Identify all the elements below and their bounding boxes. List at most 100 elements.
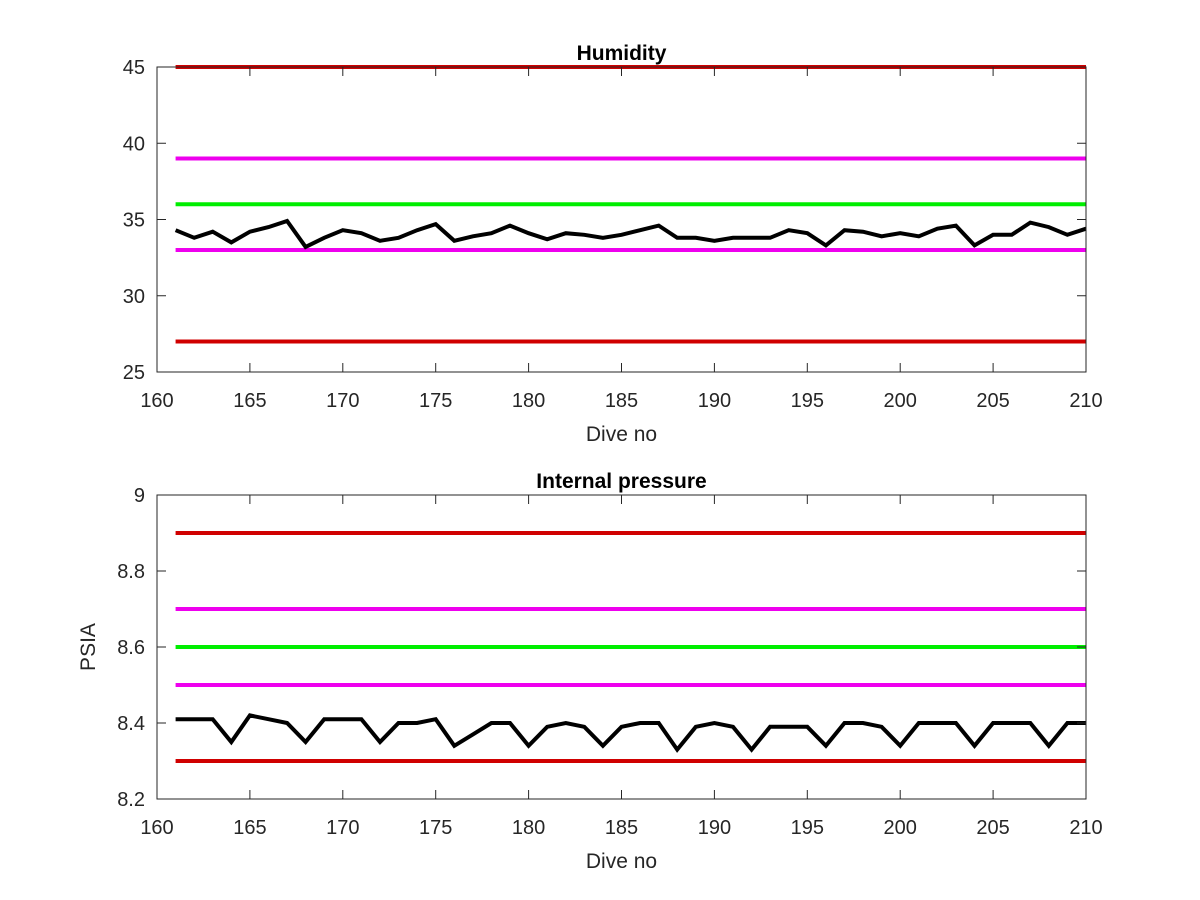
chart-0-data-point-3	[231, 242, 232, 243]
chart-1-x-tick-label-1: 165	[233, 817, 266, 839]
chart-1-data-point-38	[881, 726, 882, 727]
chart-0-data-point-39	[900, 233, 901, 234]
chart-1-data-point-30	[733, 726, 734, 727]
chart-1-data-point-46	[1030, 723, 1031, 724]
chart-1-x-tick-label-4: 180	[512, 817, 545, 839]
chart-0-data-point-30	[733, 237, 734, 238]
chart-0-y-tick-label-4: 45	[123, 57, 145, 79]
chart-0-data-point-7	[305, 246, 306, 247]
chart-0-data-point-38	[881, 236, 882, 237]
chart-0-x-tick-label-0: 160	[140, 390, 173, 412]
chart-0-data-point-19	[528, 233, 529, 234]
chart-0-data-point-13	[417, 230, 418, 231]
chart-0-series-line-0	[174, 218, 1087, 250]
chart-0-data-point-10	[361, 233, 362, 234]
chart-1-data-point-34	[807, 726, 808, 727]
chart-1-x-axis-label: Dive no	[586, 850, 657, 873]
humidity-chart: 160 165 170 175 180 185 190 195 200 205 210 25 30 35 4…	[123, 42, 1103, 446]
chart-0-data-point-9	[342, 230, 343, 231]
chart-0-data-point-24	[621, 234, 622, 235]
chart-1-data-point-36	[844, 723, 845, 724]
chart-1-data-point-5	[268, 719, 269, 720]
chart-1-data-point-23	[602, 745, 603, 746]
chart-0-data-point-16	[472, 236, 473, 237]
chart-1-x-tick-label-0: 160	[140, 817, 173, 839]
chart-1-data-point-16	[472, 734, 473, 735]
chart-0-x-tick-label-4: 180	[512, 390, 545, 412]
chart-0-y-tick-label-1: 30	[123, 286, 145, 308]
chart-1-data-point-44	[993, 723, 994, 724]
chart-1-y-tick-label-3: 8.8	[117, 561, 145, 583]
chart-0-data-point-33	[788, 230, 789, 231]
chart-1-data-point-28	[695, 726, 696, 727]
chart-1-x-tick-label-8: 200	[884, 817, 917, 839]
chart-0-data-point-21	[565, 233, 566, 234]
chart-0-data-point-45	[1011, 234, 1012, 235]
chart-0-plot-area	[157, 67, 1086, 372]
chart-0-data-point-17	[491, 233, 492, 234]
chart-1-data-point-11	[380, 742, 381, 743]
chart-1-title: Internal pressure	[536, 470, 706, 493]
chart-0-data-point-43	[974, 245, 975, 246]
chart-1-data-point-15	[454, 745, 455, 746]
chart-1-data-point-42	[955, 723, 956, 724]
chart-0-title: Humidity	[577, 42, 667, 65]
chart-0-x-tick-label-6: 190	[698, 390, 731, 412]
chart-0-data-point-22	[584, 234, 585, 235]
chart-1-data-point-27	[677, 749, 678, 750]
chart-1-data-point-8	[324, 719, 325, 720]
chart-1-y-tick-label-1: 8.4	[117, 713, 145, 735]
chart-0-x-tick-label-3: 175	[419, 390, 452, 412]
chart-0-data-point-34	[807, 233, 808, 234]
chart-1-data-point-0	[175, 719, 176, 720]
chart-1-data-point-29	[714, 723, 715, 724]
chart-0-data-point-23	[602, 237, 603, 238]
chart-0-data-point-40	[918, 236, 919, 237]
chart-0-data-point-37	[863, 231, 864, 232]
chart-0-data-point-20	[547, 239, 548, 240]
chart-0-data-point-12	[398, 237, 399, 238]
chart-1-data-point-35	[825, 745, 826, 746]
chart-0-data-point-25	[640, 230, 641, 231]
chart-0-data-point-14	[435, 224, 436, 225]
chart-1-data-point-24	[621, 726, 622, 727]
chart-1-data-point-9	[342, 719, 343, 720]
chart-1-data-point-10	[361, 719, 362, 720]
chart-0-x-tick-label-1: 165	[233, 390, 266, 412]
chart-0-y-tick-label-2: 35	[123, 210, 145, 232]
chart-0-data-point-18	[510, 225, 511, 226]
chart-0-data-point-27	[677, 237, 678, 238]
chart-1-data-point-22	[584, 726, 585, 727]
chart-1-data-point-13	[417, 723, 418, 724]
chart-0-data-point-5	[268, 227, 269, 228]
chart-1-data-point-45	[1011, 723, 1012, 724]
chart-0-data-point-4	[249, 231, 250, 232]
chart-1-data-point-48	[1067, 723, 1068, 724]
chart-1-data-point-3	[231, 742, 232, 743]
chart-1-data-point-33	[788, 726, 789, 727]
chart-1-data-point-31	[751, 749, 752, 750]
chart-1-y-tick-label-0: 8.2	[117, 789, 145, 811]
chart-0-data-point-35	[825, 245, 826, 246]
chart-1-data-point-1	[194, 719, 195, 720]
chart-0-data-point-0	[175, 230, 176, 231]
chart-0-x-tick-label-9: 205	[976, 390, 1009, 412]
chart-1-y-axis-label: PSIA	[77, 623, 100, 671]
chart-0-data-point-29	[714, 240, 715, 241]
chart-1-x-tick-label-2: 170	[326, 817, 359, 839]
chart-1-y-tick-label-2: 8.6	[117, 637, 145, 659]
chart-0-data-point-28	[695, 237, 696, 238]
chart-0-data-point-6	[287, 221, 288, 222]
chart-1-x-tick-label-6: 190	[698, 817, 731, 839]
chart-0-data-point-26	[658, 225, 659, 226]
chart-1-data-point-4	[249, 715, 250, 716]
chart-0-x-axis-label: Dive no	[586, 423, 657, 446]
chart-1-data-point-39	[900, 745, 901, 746]
chart-1-data-point-6	[287, 723, 288, 724]
chart-0-data-point-41	[937, 228, 938, 229]
internal-pressure-chart: 160 165 170 175 180 185 190 195 200 205 210 8.2 8.4 8…	[77, 470, 1103, 873]
chart-1-data-point-25	[640, 723, 641, 724]
chart-1-data-point-26	[658, 723, 659, 724]
chart-0-data-point-31	[751, 237, 752, 238]
